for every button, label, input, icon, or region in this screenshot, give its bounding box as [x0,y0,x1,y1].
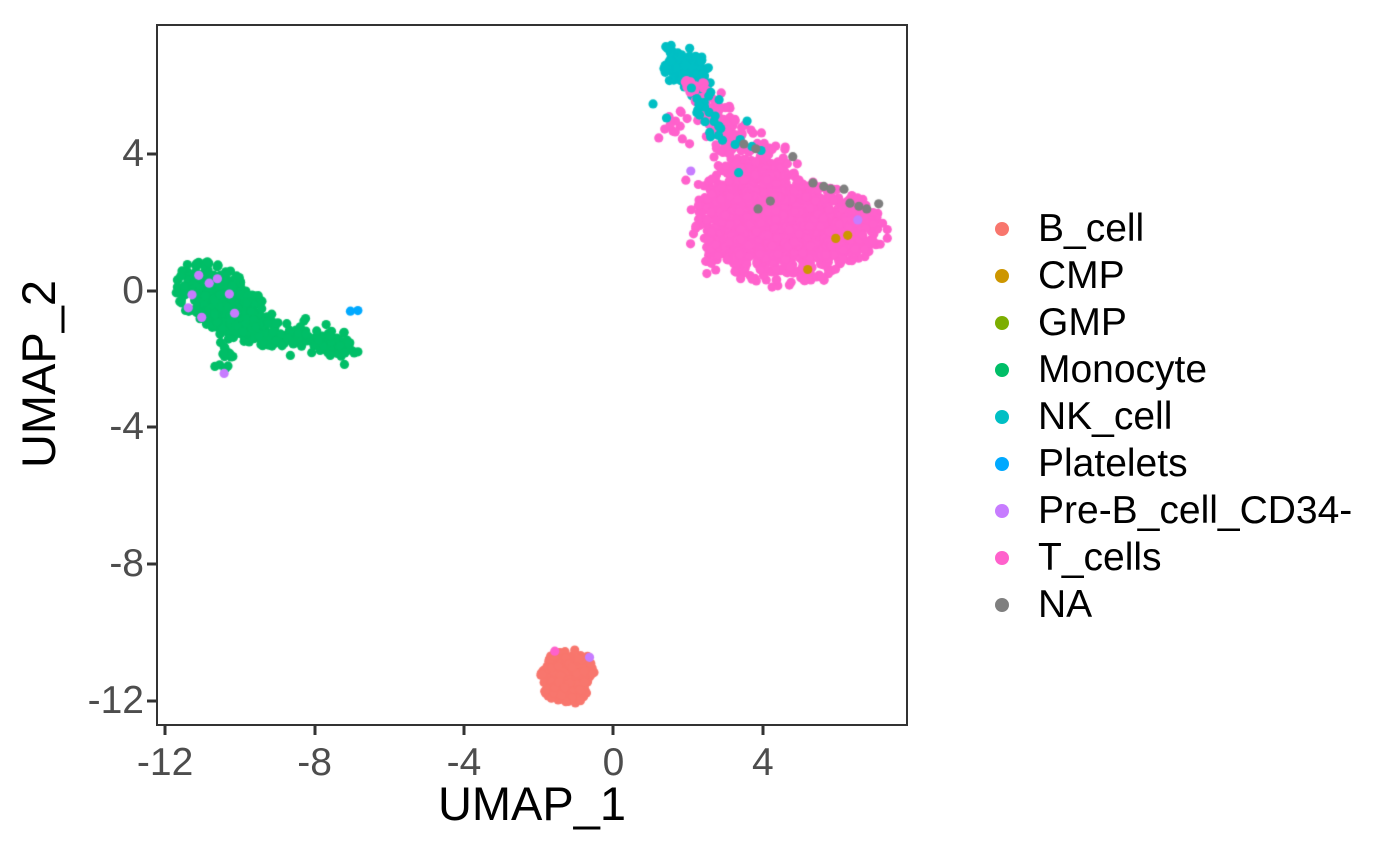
legend-label: CMP [1038,254,1125,297]
x-tick-label: -12 [136,741,194,784]
y-tick-mark [147,699,156,703]
x-tick-label: -4 [446,741,482,784]
x-tick-mark [761,726,765,735]
legend-item-na: NA [995,583,1093,626]
plot-panel [156,24,908,726]
x-axis-title: UMAP_1 [437,777,627,830]
y-tick-label: 0 [122,268,144,312]
legend-label: Pre-B_cell_CD34- [1038,489,1353,532]
legend-key-dot [995,316,1009,330]
y-tick-label: 4 [122,131,144,175]
legend-key-dot [995,410,1009,424]
y-tick-mark [147,562,156,566]
legend-key-dot [995,222,1009,236]
legend-item-cmp: CMP [995,254,1125,297]
scatter-canvas [158,26,906,724]
legend-key-dot [995,598,1009,612]
legend-item-nk-cell: NK_cell [995,395,1173,438]
legend-label: T_cells [1038,536,1162,579]
legend-label: NK_cell [1038,395,1173,438]
legend-item-monocyte: Monocyte [995,348,1208,391]
y-tick-label: -4 [109,405,144,449]
legend-label: GMP [1038,301,1127,344]
legend-item-platelets: Platelets [995,442,1188,485]
legend-key-dot [995,457,1009,471]
legend-item-pre-b-cell-cd34-: Pre-B_cell_CD34- [995,489,1353,532]
x-tick-mark [313,726,317,735]
y-tick-label: -12 [87,679,144,723]
y-tick-mark [147,289,156,293]
x-tick-label: 0 [602,741,625,784]
legend-label: Platelets [1038,442,1188,485]
legend-item-gmp: GMP [995,301,1127,344]
y-tick-label: -8 [109,542,144,586]
x-tick-mark [462,726,466,735]
legend-key-dot [995,269,1009,283]
y-tick-mark [147,152,156,156]
legend-key-dot [995,363,1009,377]
x-tick-mark [611,726,615,735]
legend-label: NA [1038,583,1093,626]
x-tick-label: 4 [752,741,774,784]
x-tick-label: -8 [297,741,332,784]
legend-key-dot [995,504,1009,518]
legend-label: B_cell [1038,207,1145,250]
legend-key-dot [995,551,1009,565]
x-tick-mark [163,726,167,735]
legend-item-t-cells: T_cells [995,536,1162,579]
y-tick-mark [147,425,156,429]
y-axis-title: UMAP_2 [12,279,65,469]
legend-item-b-cell: B_cell [995,207,1145,250]
legend-label: Monocyte [1038,348,1208,391]
